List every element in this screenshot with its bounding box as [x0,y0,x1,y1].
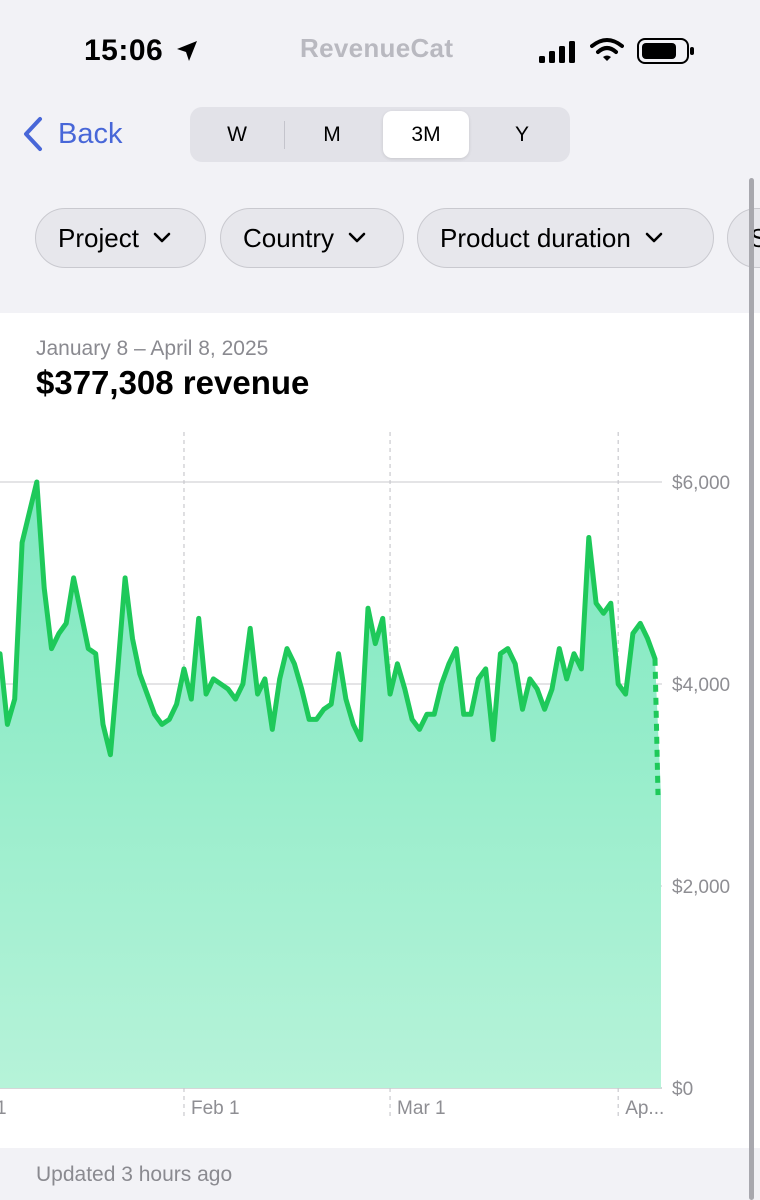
location-arrow-icon [177,41,197,61]
status-bar: 15:06 RevenueCat [0,0,760,100]
filter-product-duration-label: Product duration [440,222,631,253]
brand-logo: RevenueCat [300,33,454,63]
period-week[interactable]: W [227,123,247,146]
period-year[interactable]: Y [514,123,529,146]
back-button[interactable]: Back [22,112,122,156]
cellular-signal-icon [539,41,575,63]
revenue-total: $377,308 revenue [36,364,310,401]
x-tick-label: 1 [0,1098,7,1119]
period-segmented-control: W M 3M Y [190,107,570,162]
revenue-series-line [0,479,658,758]
footer [0,1148,760,1200]
filter-project[interactable]: Project [35,208,206,268]
chevron-down-icon [153,232,171,243]
wifi-icon [590,38,624,61]
filter-product-duration[interactable]: Product duration [417,208,714,268]
revenue-chart: $6,000 $4,000 $2,000 $0 Feb 1 Mar 1 Ap... 1 [0,432,730,1120]
y-tick-label: $0 [672,1079,693,1100]
revenue-area-fill [0,482,661,1088]
y-tick-label: $6,000 [672,473,730,494]
filter-bar: Project Country Product duration S [0,207,760,271]
revenue-projection-line [652,658,661,796]
chevron-down-icon [645,232,663,243]
status-time: 15:06 [84,34,164,67]
period-month[interactable]: M [323,123,341,146]
chevron-left-icon [24,117,42,151]
x-tick-label: Feb 1 [191,1098,240,1119]
scrollbar[interactable] [749,178,754,1200]
chevron-down-icon [348,232,366,243]
date-range: January 8 – April 8, 2025 [36,337,269,360]
battery-icon [637,38,694,64]
segment-divider [284,121,285,149]
y-tick-label: $4,000 [672,675,730,696]
filter-country[interactable]: Country [220,208,404,268]
period-3-months[interactable]: 3M [383,111,469,158]
last-updated: Updated 3 hours ago [36,1163,233,1186]
filter-partial[interactable]: S [727,208,760,268]
filter-partial-label: S [750,222,760,253]
x-tick-label: Mar 1 [397,1098,446,1119]
filter-project-label: Project [58,222,139,253]
y-tick-label: $2,000 [672,877,730,898]
x-tick-label: Ap... [625,1098,664,1119]
back-label: Back [58,117,123,150]
filter-country-label: Country [243,222,335,253]
